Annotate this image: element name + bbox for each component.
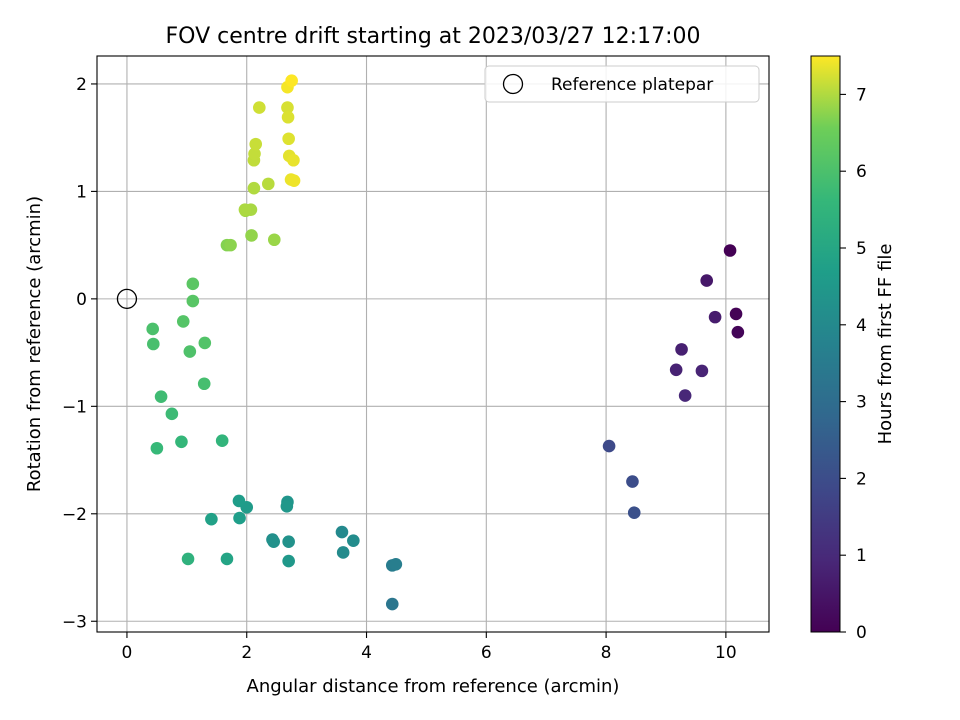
data-point xyxy=(627,506,641,520)
x-tick-label: 6 xyxy=(481,643,492,663)
legend-box xyxy=(484,65,760,103)
data-point xyxy=(175,435,188,449)
data-point xyxy=(154,390,168,403)
data-point xyxy=(669,363,683,377)
colorbar-tick-label: 2 xyxy=(856,469,867,489)
data-point xyxy=(150,441,164,455)
x-tick-label: 0 xyxy=(122,643,133,663)
colorbar-tick-label: 0 xyxy=(856,623,867,643)
x-axis-ticks: 0 2 4 6 8 10 xyxy=(122,632,737,663)
colorbar-ticks: 0 1 2 3 4 5 6 7 xyxy=(840,85,867,643)
data-point xyxy=(282,535,295,549)
data-point xyxy=(186,277,200,291)
chart-title: FOV centre drift starting at 2023/03/27 … xyxy=(166,24,701,49)
data-point xyxy=(146,337,160,351)
data-point xyxy=(267,535,280,549)
data-point xyxy=(205,512,218,526)
y-axis-ticks: −3 −2 −1 0 1 2 xyxy=(62,75,97,632)
data-point xyxy=(700,274,714,287)
reference-marker xyxy=(116,288,138,310)
y-tick-label: 0 xyxy=(76,290,87,310)
data-point xyxy=(347,534,360,547)
colorbar-label: Hours from first FF file xyxy=(875,244,896,445)
colorbar: 0 1 2 3 4 5 6 7 Hours from first FF file xyxy=(810,55,896,643)
data-point xyxy=(181,552,195,566)
data-point xyxy=(729,307,743,321)
data-point xyxy=(183,345,197,358)
data-point xyxy=(233,511,246,525)
colorbar-tick-label: 3 xyxy=(856,393,867,413)
data-point xyxy=(197,377,211,391)
data-point xyxy=(186,294,200,308)
data-point xyxy=(678,389,692,402)
grid xyxy=(97,56,769,632)
x-axis-label: Angular distance from reference (arcmin) xyxy=(247,676,620,697)
data-point xyxy=(280,499,294,513)
data-point xyxy=(285,74,298,88)
data-point xyxy=(675,343,688,356)
data-point xyxy=(224,238,237,252)
legend-entry-label: Reference platepar xyxy=(551,75,713,95)
data-point xyxy=(215,434,229,448)
data-point xyxy=(247,181,261,195)
data-point xyxy=(723,244,737,257)
data-point xyxy=(282,554,295,568)
data-point xyxy=(708,310,722,324)
colorbar-tick-label: 7 xyxy=(856,85,867,105)
data-point xyxy=(335,525,349,539)
data-point xyxy=(146,322,160,336)
data-points xyxy=(146,74,745,611)
data-point xyxy=(602,439,616,453)
colorbar-tick-label: 4 xyxy=(856,316,867,336)
data-point xyxy=(261,177,275,191)
data-point xyxy=(626,475,639,488)
reference-point xyxy=(116,288,138,310)
data-point xyxy=(198,336,212,350)
y-axis-label: Rotation from reference (arcmin) xyxy=(24,196,45,492)
data-point xyxy=(232,494,246,508)
data-point xyxy=(238,203,252,216)
data-point xyxy=(165,407,179,421)
colorbar-tick-label: 5 xyxy=(856,239,867,259)
x-tick-label: 2 xyxy=(241,643,252,663)
x-tick-label: 10 xyxy=(715,643,737,663)
y-tick-label: −3 xyxy=(62,612,87,632)
y-tick-label: 1 xyxy=(76,182,87,202)
data-point xyxy=(176,315,190,328)
data-point xyxy=(389,557,403,571)
y-tick-label: −1 xyxy=(62,397,87,417)
data-point xyxy=(287,153,300,167)
colorbar-tick-label: 1 xyxy=(856,546,867,566)
plot-frame xyxy=(96,55,770,633)
data-point xyxy=(281,101,294,114)
data-point xyxy=(245,229,258,242)
data-point xyxy=(253,101,266,114)
y-tick-label: 2 xyxy=(76,75,87,95)
data-point xyxy=(248,147,261,161)
x-tick-label: 8 xyxy=(601,643,612,663)
colorbar-gradient xyxy=(810,55,841,633)
legend: Reference platepar xyxy=(484,65,760,103)
data-point xyxy=(267,233,281,247)
data-point xyxy=(249,137,263,151)
y-tick-label: −2 xyxy=(62,505,87,525)
plot-area xyxy=(97,56,769,632)
colorbar-tick-label: 6 xyxy=(856,162,867,182)
data-point xyxy=(336,546,350,559)
data-point xyxy=(385,597,399,611)
data-point xyxy=(220,552,234,566)
data-point xyxy=(287,174,301,187)
data-point xyxy=(695,364,709,378)
data-point xyxy=(281,110,295,124)
x-tick-label: 4 xyxy=(361,643,372,663)
data-point xyxy=(731,325,745,339)
data-point xyxy=(282,132,295,146)
legend-marker-icon xyxy=(502,73,524,95)
